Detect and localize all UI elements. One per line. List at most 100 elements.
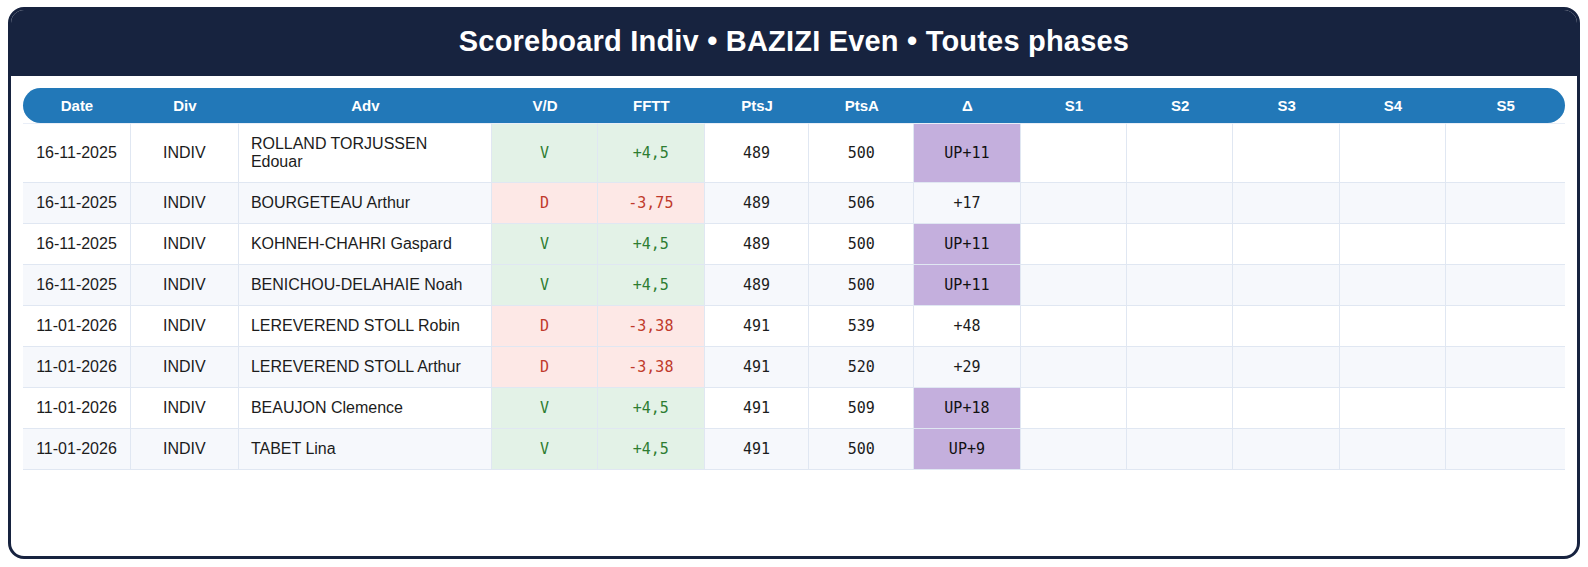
cell-delta: UP+11	[914, 123, 1020, 183]
scoreboard-table-container: DateDivAdvV/DFFTTPtsJPtsAΔS1S2S3S4S5 16-…	[11, 76, 1577, 470]
cell-adv: BOURGETEAU Arthur	[239, 183, 492, 224]
cell-s4	[1340, 388, 1446, 429]
cell-s1	[1021, 306, 1127, 347]
cell-s2	[1127, 265, 1233, 306]
cell-date: 11-01-2026	[23, 429, 131, 470]
cell-date: 16-11-2025	[23, 265, 131, 306]
table-row: 16-11-2025INDIVROLLAND TORJUSSEN EdouarV…	[23, 123, 1565, 183]
cell-ptsj: 489	[705, 123, 810, 183]
cell-s5	[1446, 123, 1565, 183]
column-header-10: S3	[1233, 88, 1339, 123]
cell-date: 11-01-2026	[23, 347, 131, 388]
cell-s3	[1233, 306, 1339, 347]
table-row: 16-11-2025INDIVBENICHOU-DELAHAIE NoahV+4…	[23, 265, 1565, 306]
cell-fftt: +4,5	[598, 388, 704, 429]
cell-fftt: -3,38	[598, 306, 704, 347]
cell-s2	[1127, 388, 1233, 429]
cell-ptsa: 500	[809, 265, 914, 306]
column-header-6: PtsA	[809, 88, 914, 123]
cell-fftt: -3,38	[598, 347, 704, 388]
cell-s4	[1340, 224, 1446, 265]
cell-ptsa: 520	[809, 347, 914, 388]
cell-div: INDIV	[131, 224, 239, 265]
cell-vd: V	[492, 388, 598, 429]
cell-vd: D	[492, 347, 598, 388]
cell-s1	[1021, 388, 1127, 429]
cell-s3	[1233, 388, 1339, 429]
cell-ptsj: 489	[705, 224, 810, 265]
cell-adv: BEAUJON Clemence	[239, 388, 492, 429]
cell-div: INDIV	[131, 429, 239, 470]
cell-ptsj: 489	[705, 265, 810, 306]
table-row: 11-01-2026INDIVBEAUJON ClemenceV+4,54915…	[23, 388, 1565, 429]
cell-div: INDIV	[131, 306, 239, 347]
cell-s2	[1127, 123, 1233, 183]
cell-ptsa: 506	[809, 183, 914, 224]
cell-date: 16-11-2025	[23, 183, 131, 224]
cell-delta: UP+18	[914, 388, 1020, 429]
cell-date: 11-01-2026	[23, 306, 131, 347]
cell-fftt: +4,5	[598, 224, 704, 265]
cell-date: 16-11-2025	[23, 224, 131, 265]
table-row: 16-11-2025INDIVBOURGETEAU ArthurD-3,7548…	[23, 183, 1565, 224]
cell-vd: V	[492, 265, 598, 306]
column-header-11: S4	[1340, 88, 1446, 123]
table-row: 16-11-2025INDIVKOHNEH-CHAHRI GaspardV+4,…	[23, 224, 1565, 265]
cell-fftt: +4,5	[598, 429, 704, 470]
table-body: 16-11-2025INDIVROLLAND TORJUSSEN EdouarV…	[23, 123, 1565, 470]
cell-div: INDIV	[131, 123, 239, 183]
cell-vd: D	[492, 306, 598, 347]
cell-s1	[1021, 347, 1127, 388]
cell-div: INDIV	[131, 265, 239, 306]
cell-s3	[1233, 429, 1339, 470]
cell-delta: UP+9	[914, 429, 1020, 470]
cell-s3	[1233, 347, 1339, 388]
cell-s5	[1446, 183, 1565, 224]
cell-adv: KOHNEH-CHAHRI Gaspard	[239, 224, 492, 265]
cell-s1	[1021, 183, 1127, 224]
column-header-9: S2	[1127, 88, 1233, 123]
cell-s3	[1233, 123, 1339, 183]
cell-adv: ROLLAND TORJUSSEN Edouar	[239, 123, 492, 183]
cell-delta: +17	[914, 183, 1020, 224]
cell-s3	[1233, 265, 1339, 306]
cell-s1	[1021, 123, 1127, 183]
cell-s2	[1127, 224, 1233, 265]
table-row: 11-01-2026INDIVLEREVEREND STOLL RobinD-3…	[23, 306, 1565, 347]
cell-div: INDIV	[131, 183, 239, 224]
cell-s3	[1233, 224, 1339, 265]
cell-s5	[1446, 429, 1565, 470]
cell-div: INDIV	[131, 347, 239, 388]
table-header-row: DateDivAdvV/DFFTTPtsJPtsAΔS1S2S3S4S5	[23, 88, 1565, 123]
cell-ptsj: 491	[705, 306, 810, 347]
cell-date: 16-11-2025	[23, 123, 131, 183]
cell-fftt: -3,75	[598, 183, 704, 224]
cell-s1	[1021, 265, 1127, 306]
column-header-1: Div	[131, 88, 239, 123]
column-header-0: Date	[23, 88, 131, 123]
cell-adv: BENICHOU-DELAHAIE Noah	[239, 265, 492, 306]
cell-date: 11-01-2026	[23, 388, 131, 429]
column-header-12: S5	[1446, 88, 1565, 123]
cell-delta: +48	[914, 306, 1020, 347]
cell-s4	[1340, 183, 1446, 224]
cell-s2	[1127, 347, 1233, 388]
cell-vd: V	[492, 429, 598, 470]
cell-vd: V	[492, 224, 598, 265]
table-row: 11-01-2026INDIVTABET LinaV+4,5491500UP+9	[23, 429, 1565, 470]
page-title: Scoreboard Indiv • BAZIZI Even • Toutes …	[11, 10, 1577, 76]
cell-ptsa: 509	[809, 388, 914, 429]
cell-delta: UP+11	[914, 265, 1020, 306]
cell-fftt: +4,5	[598, 123, 704, 183]
cell-div: INDIV	[131, 388, 239, 429]
cell-ptsj: 491	[705, 429, 810, 470]
cell-delta: UP+11	[914, 224, 1020, 265]
cell-s4	[1340, 265, 1446, 306]
cell-s5	[1446, 347, 1565, 388]
table-row: 11-01-2026INDIVLEREVEREND STOLL ArthurD-…	[23, 347, 1565, 388]
cell-s4	[1340, 123, 1446, 183]
scoreboard-card: Scoreboard Indiv • BAZIZI Even • Toutes …	[8, 7, 1580, 559]
cell-ptsj: 489	[705, 183, 810, 224]
cell-s4	[1340, 347, 1446, 388]
column-header-3: V/D	[492, 88, 598, 123]
